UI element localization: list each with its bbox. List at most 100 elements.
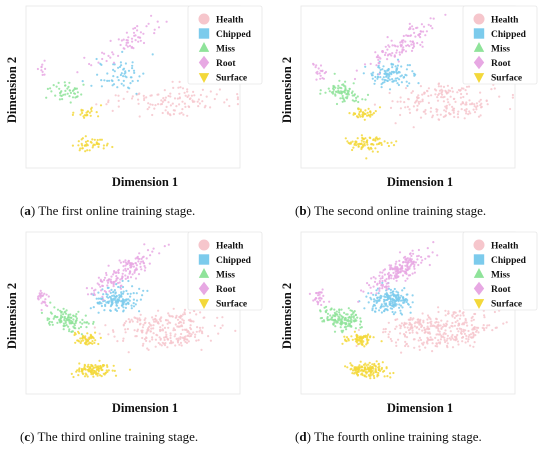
data-point-health xyxy=(183,336,186,339)
plot-frame xyxy=(300,5,516,169)
data-point-root xyxy=(83,56,86,59)
data-point-surface xyxy=(361,144,365,147)
data-point-root xyxy=(107,264,110,267)
data-point-health xyxy=(466,340,470,343)
data-point-chipped xyxy=(113,63,116,66)
data-point-root xyxy=(130,37,134,40)
data-point-root xyxy=(412,43,415,46)
data-point-chipped xyxy=(402,76,405,79)
data-point-root xyxy=(132,265,135,268)
data-point-root xyxy=(40,65,43,68)
data-point-health xyxy=(438,118,441,121)
data-point-chipped xyxy=(375,289,378,292)
data-point-health xyxy=(459,314,462,317)
data-point-surface xyxy=(366,114,369,117)
data-point-chipped xyxy=(114,301,117,304)
data-point-root xyxy=(90,287,94,290)
data-point-health xyxy=(441,325,444,328)
data-point-chipped xyxy=(122,290,125,293)
data-point-health xyxy=(444,309,447,312)
data-point-health xyxy=(456,113,459,116)
data-point-health xyxy=(493,310,496,314)
data-point-health xyxy=(145,96,148,99)
data-point-health xyxy=(405,336,409,339)
data-point-health xyxy=(399,100,402,103)
data-point-surface xyxy=(84,372,87,375)
data-point-root xyxy=(413,31,416,34)
data-point-root xyxy=(116,277,119,280)
data-point-miss xyxy=(81,322,84,325)
data-point-health xyxy=(426,314,430,317)
data-point-chipped xyxy=(394,65,397,68)
data-point-miss xyxy=(74,96,77,99)
data-point-root xyxy=(158,252,161,255)
data-point-surface xyxy=(114,374,118,377)
data-point-root xyxy=(353,77,357,81)
data-point-health xyxy=(430,94,433,97)
data-point-health xyxy=(387,336,390,339)
data-point-surface xyxy=(389,376,392,379)
data-point-chipped xyxy=(117,66,120,69)
data-point-health xyxy=(435,317,438,320)
data-point-root xyxy=(381,279,384,283)
data-point-health xyxy=(403,323,406,326)
data-point-surface xyxy=(78,340,81,343)
data-point-miss xyxy=(51,323,54,326)
data-point-root xyxy=(93,292,96,295)
data-point-miss xyxy=(326,317,329,320)
data-point-surface xyxy=(365,343,368,346)
data-point-root xyxy=(401,48,404,51)
data-point-root xyxy=(116,281,120,285)
data-point-surface xyxy=(365,375,368,378)
data-point-health xyxy=(464,103,467,106)
plot-frame xyxy=(25,5,241,169)
data-point-miss xyxy=(333,321,336,324)
data-point-root xyxy=(134,262,137,265)
data-point-health xyxy=(462,95,465,99)
data-point-chipped xyxy=(405,74,408,77)
data-point-miss xyxy=(337,84,340,87)
data-point-health xyxy=(446,337,449,340)
data-point-miss xyxy=(329,314,332,317)
data-point-chipped xyxy=(391,290,395,293)
data-point-chipped xyxy=(103,79,106,82)
data-point-surface xyxy=(367,107,370,110)
data-point-chipped xyxy=(89,307,92,310)
caption-letter: a xyxy=(24,203,31,218)
data-point-root xyxy=(317,291,320,294)
data-point-health xyxy=(122,337,125,340)
data-point-root xyxy=(416,42,419,45)
data-point-health xyxy=(471,336,475,339)
data-point-surface xyxy=(373,376,376,380)
data-point-surface xyxy=(360,366,363,369)
data-point-surface xyxy=(82,372,85,376)
data-point-health xyxy=(164,109,167,112)
data-point-chipped xyxy=(120,82,123,85)
data-point-health xyxy=(424,108,427,112)
data-point-miss xyxy=(68,89,71,92)
data-point-health xyxy=(166,337,169,340)
data-point-health xyxy=(159,317,162,320)
data-point-health xyxy=(199,93,202,97)
data-point-health xyxy=(456,91,459,94)
data-point-surface xyxy=(86,149,89,152)
data-point-health xyxy=(442,85,446,88)
data-point-chipped xyxy=(136,79,139,82)
data-point-chipped xyxy=(373,82,376,85)
data-point-chipped xyxy=(113,295,116,298)
data-point-surface xyxy=(84,135,87,138)
data-point-root xyxy=(101,51,104,54)
data-point-miss xyxy=(85,321,88,324)
data-point-health xyxy=(442,100,445,103)
data-point-miss xyxy=(77,310,80,313)
data-point-chipped xyxy=(376,296,379,299)
data-point-health xyxy=(151,113,154,117)
data-point-health xyxy=(384,330,387,333)
data-point-root xyxy=(102,298,105,301)
data-point-root xyxy=(376,283,379,286)
data-point-chipped xyxy=(106,72,109,75)
data-point-surface xyxy=(101,368,104,372)
data-point-root xyxy=(408,252,412,256)
data-point-chipped xyxy=(141,294,144,297)
legend-label-miss: Miss xyxy=(491,44,510,54)
